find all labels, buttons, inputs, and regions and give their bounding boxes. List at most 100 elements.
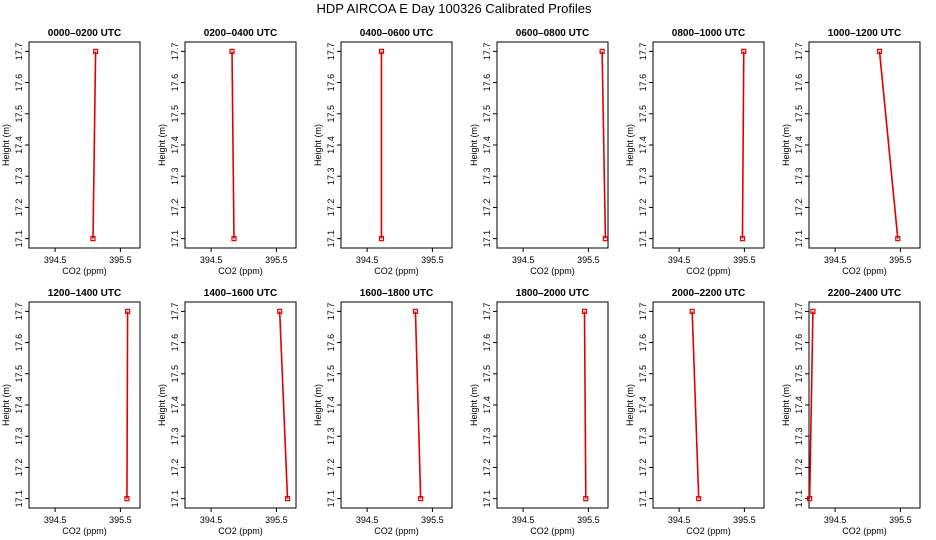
y-axis-label: Height (m) (625, 384, 635, 426)
y-tick-label: 17.5 (14, 105, 24, 123)
y-tick-label: 17.7 (14, 43, 24, 61)
y-tick-label: 17.3 (14, 167, 24, 185)
y-tick-label: 17.1 (794, 230, 804, 248)
x-axis-label: CO2 (ppm) (62, 526, 107, 536)
y-tick-label: 17.4 (638, 136, 648, 154)
data-point (92, 48, 99, 54)
x-tick-label: 395.5 (421, 515, 444, 525)
data-point (741, 48, 747, 54)
y-tick-label: 17.7 (170, 43, 180, 61)
plot-frame (496, 41, 609, 249)
y-tick-label: 17.2 (638, 459, 648, 477)
y-tick-label: 17.5 (482, 365, 492, 383)
plot-frame (28, 41, 141, 249)
panel-title: 0800–1000 UTC (672, 28, 745, 39)
data-point (378, 48, 385, 54)
y-tick-label: 17.3 (14, 427, 24, 445)
y-tick-label: 17.5 (794, 105, 804, 123)
y-tick-label: 17.6 (14, 334, 24, 352)
x-tick-label: 395.5 (577, 255, 600, 265)
y-tick-label: 17.4 (326, 396, 336, 414)
x-tick-label: 394.5 (824, 255, 847, 265)
y-tick-label: 17.2 (482, 459, 492, 477)
x-tick-label: 394.5 (200, 255, 223, 265)
y-tick-label: 17.3 (170, 427, 180, 445)
data-point (124, 496, 130, 502)
plot-frame (652, 301, 765, 509)
panel-title: 1400–1600 UTC (204, 288, 277, 299)
y-tick-label: 17.4 (482, 136, 492, 154)
x-tick-label: 395.5 (733, 255, 756, 265)
data-point (284, 496, 291, 502)
y-tick-label: 17.2 (170, 199, 180, 217)
data-point (810, 308, 816, 314)
y-tick-label: 17.7 (638, 43, 648, 61)
x-tick-label: 395.5 (265, 515, 288, 525)
y-tick-label: 17.1 (326, 230, 336, 248)
y-tick-label: 17.7 (638, 303, 648, 321)
profile-line (92, 51, 97, 239)
x-tick-label: 394.5 (200, 515, 223, 525)
y-tick-label: 17.1 (170, 230, 180, 248)
profile-line (691, 311, 700, 499)
y-axis-label: Height (m) (1, 384, 11, 426)
data-point (418, 496, 424, 502)
panel-title: 1200–1400 UTC (48, 288, 121, 299)
y-tick-label: 17.1 (482, 490, 492, 508)
y-tick-label: 17.4 (14, 396, 24, 414)
x-tick-label: 395.5 (577, 515, 600, 525)
x-axis-label: CO2 (ppm) (686, 266, 731, 276)
y-tick-label: 17.4 (794, 396, 804, 414)
y-tick-label: 17.7 (794, 43, 804, 61)
data-point (412, 308, 419, 314)
y-tick-label: 17.6 (170, 334, 180, 352)
y-tick-label: 17.5 (326, 365, 336, 383)
y-tick-label: 17.7 (170, 303, 180, 321)
profile-line (808, 311, 814, 499)
x-tick-label: 394.5 (824, 515, 847, 525)
y-axis-label: Height (m) (781, 124, 791, 166)
profile-line (126, 311, 129, 499)
plot-frame (184, 41, 297, 249)
y-tick-label: 17.3 (326, 167, 336, 185)
x-tick-label: 394.5 (356, 515, 379, 525)
y-tick-label: 17.5 (638, 105, 648, 123)
x-axis-label: CO2 (ppm) (842, 266, 887, 276)
x-tick-label: 394.5 (512, 255, 535, 265)
y-tick-label: 17.2 (794, 199, 804, 217)
y-tick-label: 17.2 (638, 199, 648, 217)
x-tick-label: 395.5 (265, 255, 288, 265)
data-point (277, 308, 283, 314)
panel-title: 0400–0600 UTC (360, 28, 433, 39)
panel-title: 2200–2400 UTC (828, 288, 901, 299)
y-tick-label: 17.6 (482, 74, 492, 92)
x-tick-label: 394.5 (668, 515, 691, 525)
data-point (689, 308, 695, 314)
y-tick-label: 17.5 (14, 365, 24, 383)
data-point (231, 236, 237, 242)
y-tick-label: 17.7 (326, 43, 336, 61)
plot-frame (340, 301, 453, 509)
panel-title: 1000–1200 UTC (828, 28, 901, 39)
y-tick-label: 17.1 (14, 230, 24, 248)
x-axis-label: CO2 (ppm) (374, 526, 419, 536)
data-point (378, 236, 385, 242)
y-tick-label: 17.7 (326, 303, 336, 321)
data-point (581, 308, 588, 314)
y-tick-label: 17.6 (326, 74, 336, 92)
profile-line (231, 51, 235, 239)
y-tick-label: 17.3 (482, 427, 492, 445)
profile-line (601, 51, 607, 239)
x-axis-label: CO2 (ppm) (62, 266, 107, 276)
y-tick-label: 17.6 (170, 74, 180, 92)
y-tick-label: 17.1 (638, 490, 648, 508)
y-tick-label: 17.4 (14, 136, 24, 154)
